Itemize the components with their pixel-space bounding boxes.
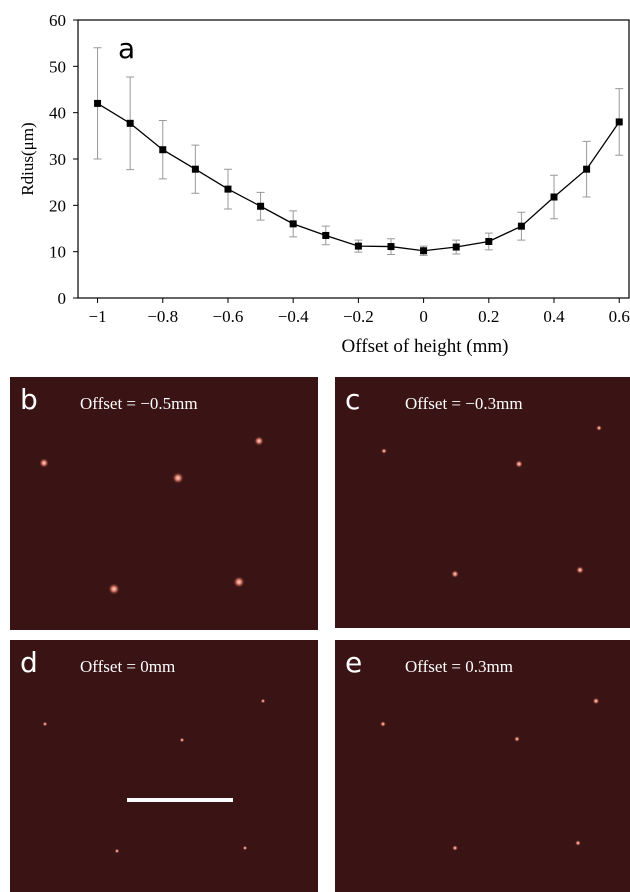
x-tick-label: 0.6 [609,307,630,326]
x-tick-label: 0.2 [478,307,499,326]
x-tick-label: 0.4 [543,307,565,326]
micrograph [10,640,318,892]
spot [576,566,584,574]
data-point [517,222,525,230]
x-tick-label: −1 [89,307,107,326]
micrograph [335,377,630,628]
x-tick-label: −0.2 [343,307,374,326]
spot [42,721,48,727]
x-axis-label: Offset of height (mm) [342,336,509,357]
data-point [257,202,265,210]
y-tick-label: 0 [58,289,67,308]
data-point [615,118,623,126]
x-tick-label: −0.4 [278,307,309,326]
y-tick-label: 20 [49,196,66,215]
data-point [224,185,232,193]
spot [260,698,266,704]
data-point [452,243,460,251]
data-point [387,243,395,251]
panel-caption: Offset = 0mm [80,657,175,676]
panel-caption: Offset = 0.3mm [405,657,513,676]
x-tick-label: −0.6 [213,307,244,326]
y-tick-label: 50 [49,57,66,76]
x-tick-label: 0 [419,307,428,326]
spot [254,436,264,446]
spot [515,460,523,468]
spot [380,721,386,727]
spot [592,697,600,705]
spot [596,425,602,431]
panel-caption: Offset = −0.3mm [405,394,523,413]
data-point [583,165,591,173]
data-point [485,237,493,245]
spot [242,845,248,851]
data-point [94,99,102,107]
panel-label: d [20,646,38,679]
x-tick-label: −0.8 [147,307,178,326]
spot [452,845,458,851]
panel-label: a [118,32,135,65]
image-c [335,377,630,628]
data-point [289,220,297,228]
image-e [335,640,630,892]
data-point [420,247,428,255]
spot [381,448,387,454]
y-axis-label: Rdius(μm) [18,122,37,195]
spot [514,736,520,742]
panel-label: e [345,646,362,679]
panel-label: b [20,383,38,416]
y-tick-label: 10 [49,243,66,262]
spot [39,458,49,468]
data-point [354,242,362,250]
spot [179,737,185,743]
spot [233,576,245,588]
micrograph [10,377,318,630]
spot [172,472,184,484]
spot [108,583,120,595]
data-point [159,146,167,154]
spot [575,840,581,846]
micrograph [335,640,630,892]
y-tick-label: 40 [49,104,66,123]
data-point [322,231,330,239]
image-b [10,377,318,630]
data-line [97,102,620,252]
spot [114,848,120,854]
y-tick-label: 60 [49,11,66,30]
spot [451,570,459,578]
panel-label: c [345,383,360,416]
image-d [10,640,318,892]
data-point [550,193,558,201]
data-point [126,119,134,127]
y-tick-label: 30 [49,150,66,169]
plot-frame [77,19,630,299]
panel-caption: Offset = −0.5mm [80,394,198,413]
data-point [191,165,199,173]
